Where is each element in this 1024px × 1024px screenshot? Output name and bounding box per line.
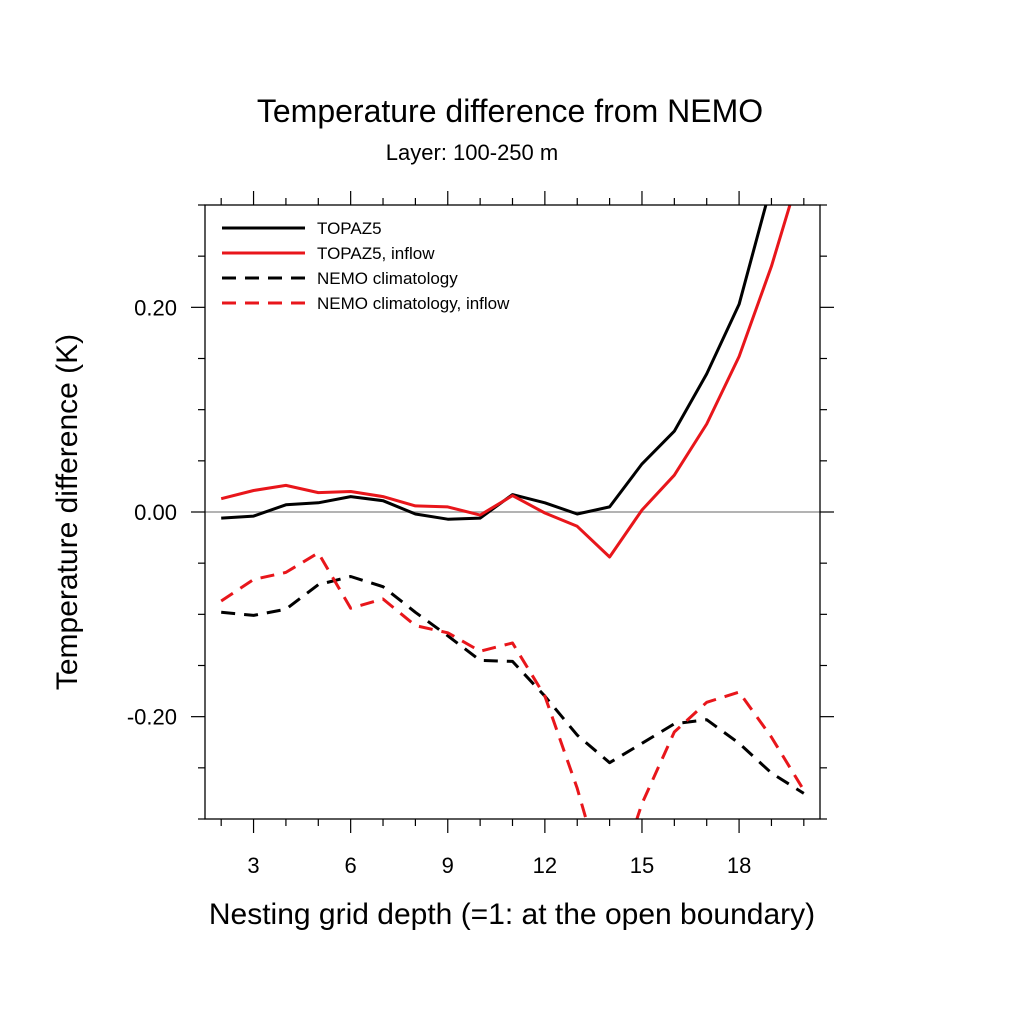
chart-subtitle: Layer: 100-250 m [386, 140, 558, 165]
legend-label: TOPAZ5 [317, 219, 382, 238]
y-tick-label: 0.00 [134, 500, 177, 525]
x-tick-label: 18 [727, 853, 751, 878]
legend-label: NEMO climatology [317, 269, 458, 288]
series-line-3 [221, 575, 805, 795]
series-line-4 [220, 551, 806, 819]
y-tick-label: 0.20 [134, 295, 177, 320]
series-line-2 [220, 205, 792, 559]
x-tick-label: 9 [442, 853, 454, 878]
legend-label: NEMO climatology, inflow [317, 294, 510, 313]
x-axis-label: Nesting grid depth (=1: at the open boun… [209, 898, 815, 931]
chart-title: Temperature difference from NEMO [257, 93, 763, 129]
y-tick-label: -0.20 [127, 705, 177, 730]
x-tick-label: 3 [247, 853, 259, 878]
legend-label: TOPAZ5, inflow [317, 244, 435, 263]
x-tick-label: 12 [533, 853, 557, 878]
x-tick-label: 15 [630, 853, 654, 878]
y-axis-label: Temperature difference (K) [51, 334, 84, 690]
x-tick-label: 6 [345, 853, 357, 878]
